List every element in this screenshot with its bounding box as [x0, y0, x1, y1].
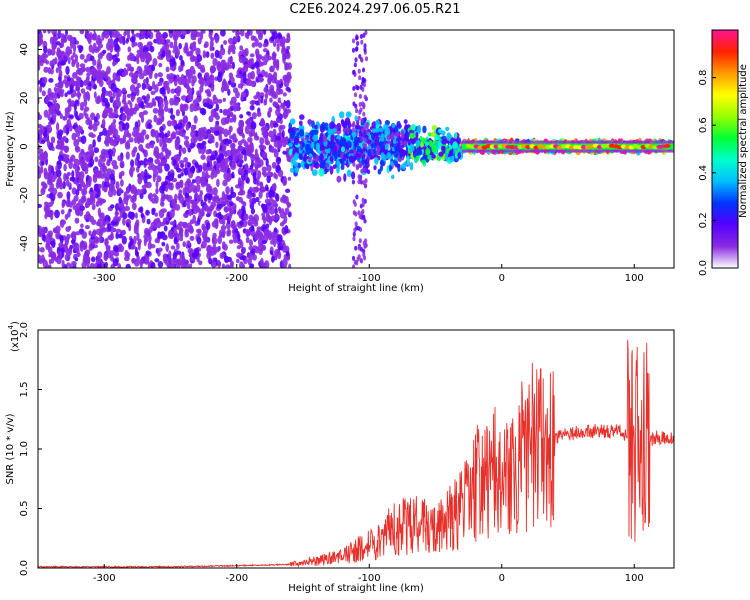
heatmap-x-tick-label: -300 — [93, 273, 116, 284]
colorbar-tick-label: 0.2 — [698, 212, 709, 228]
colorbar-tick-label: 0.4 — [698, 165, 709, 181]
snr-x-tick-label: -100 — [358, 573, 381, 584]
colorbar — [711, 29, 739, 269]
snr-x-tick-label: -300 — [93, 573, 116, 584]
heatmap-y-tick-label: 0 — [19, 143, 30, 149]
snr-y-tick-label: 1.5 — [19, 382, 30, 398]
heatmap-y-tick-label: 40 — [19, 43, 30, 56]
colorbar-tick-label: 0.0 — [698, 260, 709, 276]
heatmap-sparse-column — [351, 30, 369, 268]
heatmap-y-axis-label: Frequency (Hz) — [5, 111, 16, 187]
snr-frame — [37, 329, 675, 569]
snr-scale-factor: (x104) — [7, 321, 21, 352]
snr-y-tick-label: 2.0 — [19, 322, 30, 338]
colorbar-tick-label: 0.8 — [698, 70, 709, 86]
snr-plot-area — [38, 339, 674, 568]
colorbar-tick-label: 0.6 — [698, 117, 709, 133]
snr-y-tick-label: 0.5 — [19, 501, 30, 517]
snr-y-axis-label: SNR (10 * v/v) — [5, 413, 16, 484]
heatmap-x-tick-label: 0 — [499, 273, 505, 284]
snr-line — [38, 339, 674, 568]
heatmap-frame — [37, 29, 675, 269]
snr-x-tick-label: 100 — [625, 573, 644, 584]
heatmap-y-tick-label: -20 — [19, 187, 30, 203]
page-title: C2E6.2024.297.06.05.R21 — [289, 2, 461, 17]
heatmap-x-tick-label: -100 — [358, 273, 381, 284]
snr-x-tick-label: -200 — [225, 573, 248, 584]
heatmap-x-tick-label: -200 — [225, 273, 248, 284]
heatmap-x-tick-label: 100 — [625, 273, 644, 284]
heatmap-region — [406, 124, 464, 171]
snr-y-tick-label: 0.0 — [19, 560, 30, 576]
heatmap-x-axis-label: Height of straight line (km) — [288, 283, 424, 294]
colorbar-label: Normalized spectral amplitude — [738, 64, 749, 218]
heatmap-region — [38, 30, 292, 268]
spectrogram-heatmap — [38, 30, 674, 268]
snr-x-axis-label: Height of straight line (km) — [288, 583, 424, 594]
heatmap-y-tick-label: -40 — [19, 236, 30, 252]
snr-y-tick-label: 1.0 — [19, 441, 30, 457]
carrier-band — [462, 140, 674, 153]
snr-x-tick-label: 0 — [499, 573, 505, 584]
svg-text:(x104): (x104) — [7, 321, 21, 352]
heatmap-y-tick-label: 20 — [19, 92, 30, 105]
